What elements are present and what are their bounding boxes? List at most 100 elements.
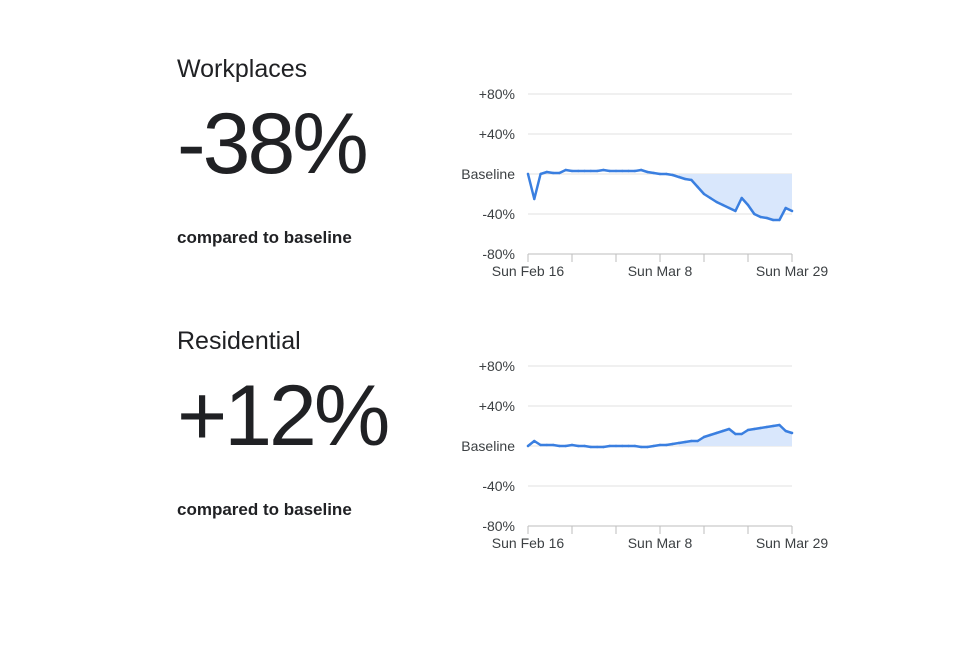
data-point — [665, 443, 668, 447]
data-point — [608, 169, 611, 173]
data-point — [570, 169, 574, 173]
compared-to-baseline-label: compared to baseline — [177, 228, 352, 247]
data-point — [721, 203, 725, 207]
y-tick-label: -80% — [482, 518, 515, 534]
y-tick-label: +80% — [479, 86, 515, 102]
data-point — [545, 443, 549, 447]
data-point — [526, 444, 530, 448]
data-point — [683, 440, 687, 444]
y-tick-label: +80% — [479, 358, 515, 374]
data-point — [740, 196, 743, 200]
data-point — [614, 169, 618, 173]
data-point — [759, 426, 762, 430]
data-point — [577, 444, 580, 448]
data-point — [633, 169, 637, 173]
x-tick-label: Sun Feb 16 — [492, 263, 565, 279]
data-point — [734, 209, 737, 213]
data-point — [771, 424, 775, 428]
data-point — [627, 444, 630, 448]
data-point — [671, 442, 674, 446]
data-point — [564, 168, 567, 172]
data-point — [677, 175, 681, 179]
data-point — [558, 171, 561, 175]
data-point — [533, 197, 536, 201]
data-point — [702, 192, 706, 196]
y-tick-label: Baseline — [461, 438, 515, 454]
data-point — [778, 423, 781, 427]
data-point — [709, 196, 712, 200]
y-tick-label: -40% — [482, 206, 515, 222]
data-point — [727, 206, 731, 210]
y-tick-label: Baseline — [461, 166, 515, 182]
data-point — [539, 172, 542, 176]
data-point — [683, 177, 687, 181]
data-point — [784, 206, 787, 210]
data-point — [765, 425, 769, 429]
data-point — [740, 432, 743, 436]
data-point — [551, 171, 555, 175]
data-point — [746, 428, 750, 432]
data-point — [577, 169, 580, 173]
workplaces-panel: Workplaces -38% compared to baseline +80… — [0, 55, 980, 325]
data-point — [696, 185, 699, 189]
y-tick-label: -80% — [482, 246, 515, 262]
y-tick-label: +40% — [479, 126, 515, 142]
data-point — [589, 445, 593, 449]
data-point — [545, 170, 549, 174]
x-tick-label: Sun Mar 8 — [628, 535, 693, 551]
x-tick-label: Sun Feb 16 — [492, 535, 565, 551]
data-point — [734, 432, 737, 436]
data-point — [696, 439, 699, 443]
data-point — [765, 216, 769, 220]
data-point — [595, 169, 599, 173]
data-point — [690, 178, 693, 182]
data-point — [690, 439, 693, 443]
workplaces-mobility-chart: +80% +40% Baseline -40% -80%Sun Feb 16 Sun Ma… — [461, 86, 829, 279]
data-point — [709, 433, 712, 437]
data-point — [790, 209, 794, 213]
y-tick-label: -40% — [482, 478, 515, 494]
x-tick-label: Sun Mar 8 — [628, 263, 693, 279]
data-point — [633, 444, 637, 448]
shaded-area — [678, 174, 792, 220]
data-point — [533, 439, 536, 443]
data-point — [589, 169, 593, 173]
data-point — [652, 444, 655, 448]
data-point — [558, 444, 561, 448]
data-point — [583, 444, 586, 448]
data-point — [677, 441, 681, 445]
data-point — [551, 443, 555, 447]
data-point — [526, 172, 530, 176]
residential-mobility-chart: +80% +40% Baseline -40% -80%Sun Feb 16 Sun Ma… — [461, 358, 829, 551]
data-point — [564, 444, 567, 448]
residential-panel: Residential +12% compared to baseline +8… — [0, 327, 980, 597]
data-point — [727, 427, 731, 431]
data-point — [639, 168, 643, 172]
data-point — [627, 169, 630, 173]
data-point — [778, 218, 781, 222]
data-point — [715, 431, 718, 435]
category-title: Workplaces — [177, 55, 308, 83]
data-point — [784, 429, 787, 433]
percent-change: +12% — [177, 368, 390, 464]
data-point — [646, 170, 649, 174]
data-point — [621, 169, 624, 173]
data-point — [652, 171, 655, 175]
data-point — [614, 444, 618, 448]
data-point — [539, 443, 542, 447]
data-point — [595, 445, 599, 449]
x-tick-label: Sun Mar 29 — [756, 535, 829, 551]
compared-to-baseline-label: compared to baseline — [177, 500, 352, 519]
data-point — [665, 172, 668, 176]
data-point — [583, 169, 586, 173]
x-tick-label: Sun Mar 29 — [756, 263, 829, 279]
data-point — [658, 172, 662, 176]
y-tick-label: +40% — [479, 398, 515, 414]
data-point — [602, 168, 605, 172]
data-point — [715, 200, 718, 204]
data-point — [658, 443, 662, 447]
data-point — [753, 427, 756, 431]
data-point — [646, 445, 649, 449]
data-point — [753, 212, 756, 216]
data-point — [790, 431, 794, 435]
